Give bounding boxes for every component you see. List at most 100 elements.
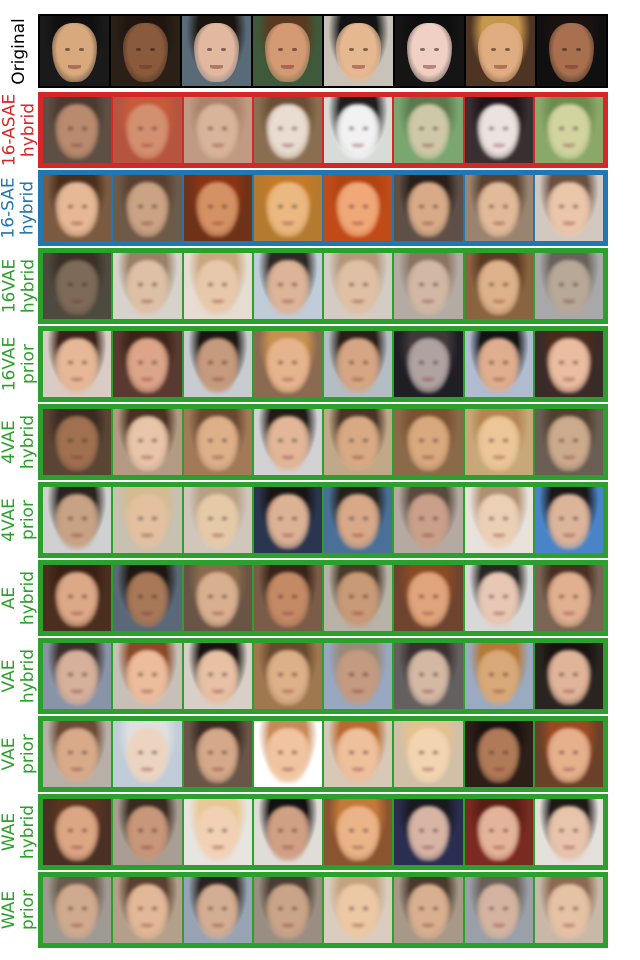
eye-left [489,594,495,599]
face-image [324,565,393,631]
row-label-line: hybrid [18,648,39,704]
row-label-line: prior [18,344,39,384]
image-strip [38,560,608,636]
mouth [211,845,224,849]
face-shape [266,181,310,238]
face-image [394,877,463,943]
eye-left [559,438,565,443]
face-image [464,97,533,163]
eye-left [137,204,143,209]
eye-left [559,750,565,755]
eye-left [206,47,213,52]
face-shape [55,883,99,940]
eye-left [348,828,354,833]
row-4vae-prior: 4VAE prior [0,482,640,558]
face-shape [406,103,451,160]
mouth [422,455,435,459]
eye-left [137,360,143,365]
mouth [211,377,224,381]
face-shape [547,883,591,940]
eye-left [67,906,73,911]
face-shape [336,571,380,628]
eye-left [559,360,565,365]
eye-left [559,282,565,287]
face-image [464,331,533,397]
face-image [464,799,533,865]
eye-right [503,126,509,131]
row-label-line: Original [8,17,29,85]
face-shape [336,337,380,394]
eye-right [292,204,298,209]
eye-left [418,282,424,287]
face-image [324,175,393,241]
eye-left [418,126,424,131]
eye-right [432,204,438,209]
row-4vae-hybrid: 4VAE hybrid [0,404,640,480]
eye-right [573,672,579,677]
face-shape [266,571,310,628]
eye-right [503,204,509,209]
eye-left [348,126,354,131]
face-image [183,97,252,163]
eye-right [151,828,157,833]
face-image [113,565,182,631]
mouth [492,689,505,693]
face-shape [476,883,521,940]
eye-left [418,828,424,833]
face-shape [406,727,451,784]
face-image [253,175,322,241]
face-image [113,643,182,709]
eye-right [292,126,298,131]
mouth [211,221,224,225]
mouth [422,611,435,615]
eye-left [348,204,354,209]
eye-right [222,126,228,131]
mouth [562,533,575,537]
eye-right [81,438,87,443]
mouth [492,923,505,927]
face-image [113,97,182,163]
eye-right [432,594,438,599]
row-label-line: 16-ASAE [0,93,19,167]
eye-left [348,360,354,365]
mouth [352,689,365,693]
eye-right [222,906,228,911]
face-image [466,16,535,86]
face-shape [336,727,380,784]
mouth [352,299,365,303]
eye-left [67,828,73,833]
eye-left [348,47,355,52]
face-image [534,799,603,865]
mouth [352,611,365,615]
eye-left [348,282,354,287]
row-label-line: hybrid [18,804,39,860]
row-wae-prior: WAE prior [0,872,640,948]
face-shape [125,337,170,394]
eye-left [137,126,143,131]
mouth [281,299,294,303]
image-strip [38,326,608,402]
face-image [43,877,112,943]
face-image [182,16,251,86]
eye-left [418,594,424,599]
eye-left [559,594,565,599]
row-label-text: AE hybrid [0,571,38,625]
mouth [211,767,224,771]
face-image [183,799,252,865]
row-label-line: AE [0,586,20,610]
eye-right [292,594,298,599]
eye-right [222,672,228,677]
eye-right [222,594,228,599]
eye-left [67,204,73,209]
eye-right [362,204,368,209]
eye-left [137,828,143,833]
mouth [211,299,224,303]
face-image [464,643,533,709]
mouth [562,767,575,771]
face-shape [55,493,99,550]
row-label-text: WAE prior [0,890,38,930]
row-label-text: 16-SAE hybrid [0,177,38,238]
eye-right [222,828,228,833]
row-label-text: 16VAE prior [0,337,38,392]
eye-left [559,126,565,131]
